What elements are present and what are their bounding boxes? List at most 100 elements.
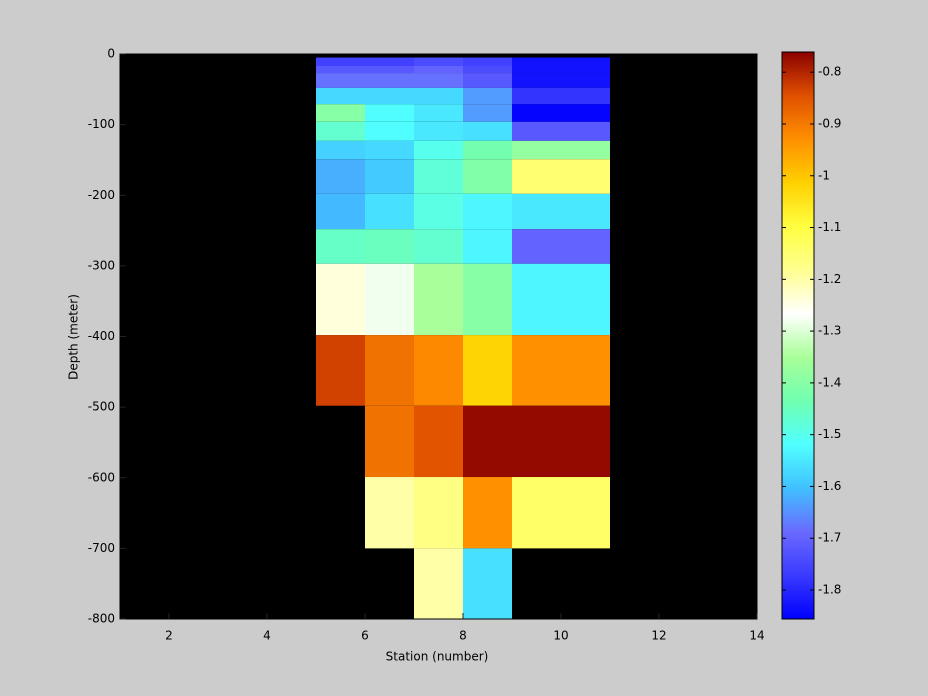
heatmap-cell xyxy=(365,477,414,549)
heatmap-cell xyxy=(512,73,610,88)
x-tick-label: 2 xyxy=(165,629,173,643)
heatmap-cell xyxy=(414,104,463,122)
heatmap-cell xyxy=(463,405,512,478)
y-tick-label: -500 xyxy=(88,400,115,414)
heatmap-cell xyxy=(316,121,365,141)
heatmap-cell xyxy=(365,104,414,122)
heatmap-cell xyxy=(365,140,414,160)
y-tick-label: -400 xyxy=(88,329,115,343)
heatmap-cell xyxy=(414,405,463,478)
y-axis-label: Depth (meter) xyxy=(67,294,81,380)
y-tick-label: -200 xyxy=(88,188,115,202)
x-tick-label: 14 xyxy=(749,629,764,643)
colorbar-tick-label: -1.1 xyxy=(818,220,841,234)
y-tick-label: 0 xyxy=(107,47,115,61)
heatmap-cell xyxy=(512,229,610,264)
heatmap-cell xyxy=(316,229,365,264)
heatmap-cell xyxy=(414,57,463,67)
heatmap-cell xyxy=(414,548,463,619)
colorbar-tick-label: -1.6 xyxy=(818,479,841,493)
heatmap-cell xyxy=(512,263,610,336)
heatmap-cell xyxy=(414,335,463,406)
heatmap-cell xyxy=(414,159,463,194)
y-tick-label: -800 xyxy=(88,612,115,626)
x-tick-label: 6 xyxy=(361,629,369,643)
colorbar-tick-label: -0.9 xyxy=(818,116,841,130)
heatmap-cell xyxy=(365,57,414,67)
heatmap-cell xyxy=(414,477,463,549)
heatmap-cell xyxy=(414,140,463,160)
heatmap-cell xyxy=(463,73,512,88)
heatmap-cell xyxy=(316,193,365,230)
colorbar xyxy=(781,51,815,620)
heatmap-cell xyxy=(512,87,610,105)
heatmap-cell xyxy=(512,104,610,122)
heatmap-cell xyxy=(512,66,610,74)
heatmap-cell xyxy=(316,87,365,105)
heatmap-cell xyxy=(316,159,365,194)
heatmap-cell xyxy=(414,73,463,88)
heatmap-cell xyxy=(463,548,512,619)
heatmap-cell xyxy=(414,121,463,141)
y-tick-label: -600 xyxy=(88,470,115,484)
heatmap-cell xyxy=(365,87,414,105)
heatmap-cell xyxy=(512,477,610,549)
heatmap-cell xyxy=(316,335,365,406)
heatmap-cell xyxy=(463,87,512,105)
heatmap-cell xyxy=(512,405,610,478)
heatmap-cell xyxy=(316,66,365,74)
heatmap-cell xyxy=(365,193,414,230)
heatmap-cell xyxy=(316,73,365,88)
colorbar-tick-label: -1.3 xyxy=(818,324,841,338)
heatmap-cell xyxy=(463,263,512,336)
heatmap-cell xyxy=(463,57,512,67)
colorbar-tick-label: -1.5 xyxy=(818,427,841,441)
colorbar-tick-label: -1.2 xyxy=(818,272,841,286)
heatmap-cell xyxy=(512,193,610,230)
heatmap-cell xyxy=(365,229,414,264)
x-tick-label: 8 xyxy=(459,629,467,643)
heatmap-cell xyxy=(463,477,512,549)
heatmap-cell xyxy=(463,159,512,194)
heatmap-cell xyxy=(463,335,512,406)
x-axis-label: Station (number) xyxy=(386,650,489,664)
heatmap-cell xyxy=(365,405,414,478)
heatmap-cell xyxy=(365,73,414,88)
heatmap-cell xyxy=(365,121,414,141)
heatmap-cell xyxy=(414,66,463,74)
heatmap-cell xyxy=(512,159,610,194)
heatmap-cell xyxy=(414,263,463,336)
heatmap-cell xyxy=(365,263,414,336)
x-tick-label: 4 xyxy=(263,629,271,643)
x-tick-label: 12 xyxy=(651,629,666,643)
y-tick-label: -300 xyxy=(88,258,115,272)
heatmap-cell xyxy=(512,335,610,406)
heatmap-cell xyxy=(463,229,512,264)
heatmap-cell xyxy=(512,140,610,160)
y-tick-label: -100 xyxy=(88,117,115,131)
heatmap-cell xyxy=(414,87,463,105)
heatmap-cell xyxy=(512,57,610,67)
colorbar-tick-label: -1.8 xyxy=(818,583,841,597)
heatmap-cell xyxy=(316,104,365,122)
heatmap-cell xyxy=(463,140,512,160)
colorbar-tick-label: -1.4 xyxy=(818,375,841,389)
x-tick-label: 10 xyxy=(553,629,568,643)
heatmap-cell xyxy=(414,229,463,264)
colorbar-tick-label: -1.7 xyxy=(818,531,841,545)
heatmap-cell xyxy=(414,193,463,230)
heatmap-cell xyxy=(365,335,414,406)
heatmap-cell xyxy=(316,57,365,67)
heatmap-cell xyxy=(365,66,414,74)
heatmap-cell xyxy=(463,121,512,141)
heatmap-cell xyxy=(463,104,512,122)
heatmap-cell xyxy=(463,193,512,230)
heatmap-cell xyxy=(365,159,414,194)
y-tick-label: -700 xyxy=(88,541,115,555)
heatmap-cell xyxy=(316,140,365,160)
colorbar-tick-label: -0.8 xyxy=(818,65,841,79)
heatmap-cell xyxy=(512,121,610,141)
heatmap-cell xyxy=(463,66,512,74)
colorbar-tick-label: -1 xyxy=(818,168,830,182)
